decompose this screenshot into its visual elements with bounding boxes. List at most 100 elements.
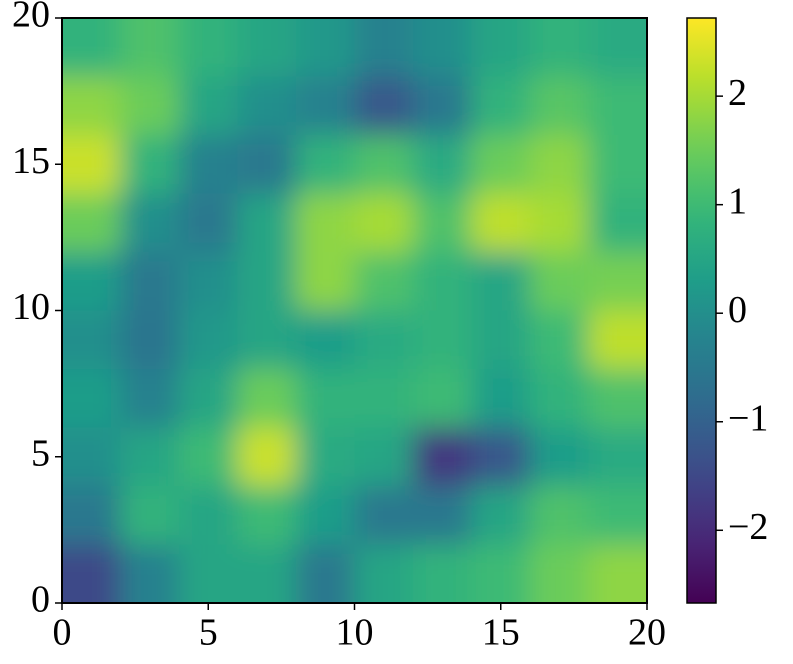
heat-cell [62, 486, 121, 545]
heat-cell [588, 544, 647, 603]
heat-cell [354, 135, 414, 194]
heat-cell [62, 18, 121, 77]
heat-cell [530, 252, 589, 311]
x-tick-label: 5 [199, 612, 218, 654]
heat-cell [120, 18, 180, 77]
heat-cell [413, 252, 472, 311]
heat-cell [179, 427, 238, 487]
heat-cell [588, 310, 647, 370]
colorbar-tick-label: −2 [728, 506, 768, 548]
heat-cell [120, 369, 180, 428]
x-tick-label: 15 [482, 612, 520, 654]
heat-cell [530, 544, 589, 603]
heat-cell [120, 76, 180, 136]
heat-cell [296, 310, 355, 370]
heat-cell [237, 76, 297, 136]
heat-cell [471, 486, 531, 545]
heat-cell [237, 310, 297, 370]
heat-cell [471, 76, 531, 136]
heat-cell [471, 18, 531, 77]
heat-cell [413, 369, 472, 428]
heat-cell [588, 486, 647, 545]
heat-cell [296, 76, 355, 136]
heat-cell [588, 427, 647, 487]
heat-cell [296, 544, 355, 603]
heat-cell [588, 193, 647, 253]
heat-cell [120, 544, 180, 603]
heat-cell [354, 369, 414, 428]
heat-cell [413, 427, 472, 487]
heat-cell [530, 486, 589, 545]
x-tick-label: 10 [336, 612, 374, 654]
heat-cell [588, 76, 647, 136]
heat-cell [530, 76, 589, 136]
heat-cell [62, 369, 121, 428]
heat-cell [413, 310, 472, 370]
heat-cell [62, 76, 121, 136]
heat-cell [179, 310, 238, 370]
heat-cell [588, 252, 647, 311]
heat-cell [237, 486, 297, 545]
heat-cell [471, 427, 531, 487]
heat-cell [530, 18, 589, 77]
heatmap [62, 18, 647, 603]
heat-cell [354, 544, 414, 603]
heat-cell [413, 193, 472, 253]
heat-cell [179, 544, 238, 603]
y-tick-label: 20 [12, 0, 50, 36]
heat-cell [413, 18, 472, 77]
colorbar-tick-label: 0 [728, 289, 747, 331]
heat-cell [354, 427, 414, 487]
heat-cell [120, 486, 180, 545]
heat-cell [413, 544, 472, 603]
heat-cell [413, 486, 472, 545]
y-tick-label: 15 [12, 140, 50, 182]
heat-cell [179, 369, 238, 428]
heat-cell [296, 18, 355, 77]
heat-cell [471, 252, 531, 311]
heat-cell [296, 369, 355, 428]
x-tick-label: 20 [628, 612, 666, 654]
heat-cell [413, 76, 472, 136]
colorbar-tick-label: −1 [728, 397, 768, 439]
heat-cell [120, 427, 180, 487]
heat-cell [354, 76, 414, 136]
heat-cell [530, 135, 589, 194]
x-tick-label: 0 [53, 612, 72, 654]
heat-cell [296, 486, 355, 545]
heat-cell [354, 310, 414, 370]
heat-cell [413, 135, 472, 194]
heat-cell [471, 193, 531, 253]
heat-cell [179, 252, 238, 311]
heat-cell [120, 135, 180, 194]
heat-cell [588, 135, 647, 194]
colorbar-tick-label: 2 [728, 72, 747, 114]
heat-cell [120, 193, 180, 253]
heat-cell [120, 252, 180, 311]
heat-cell [471, 544, 531, 603]
heat-cell [179, 76, 238, 136]
heat-cell [471, 369, 531, 428]
heat-cell [237, 135, 297, 194]
heat-cell [354, 18, 414, 77]
heat-cell [62, 310, 121, 370]
heat-cell [62, 135, 121, 194]
heat-cell [471, 310, 531, 370]
heat-cell [530, 310, 589, 370]
heat-cell [237, 427, 297, 487]
heat-cell [179, 486, 238, 545]
heat-cell [588, 18, 647, 77]
heat-cell [62, 427, 121, 487]
heat-cell [530, 427, 589, 487]
colorbar-tick-label: 1 [728, 180, 747, 222]
heat-cell [354, 252, 414, 311]
heat-cell [296, 193, 355, 253]
heat-cell [530, 193, 589, 253]
heat-cell [296, 427, 355, 487]
heat-cell [62, 193, 121, 253]
y-tick-label: 5 [31, 432, 50, 474]
heat-cell [296, 135, 355, 194]
y-tick-label: 10 [12, 286, 50, 328]
colorbar [686, 17, 717, 604]
